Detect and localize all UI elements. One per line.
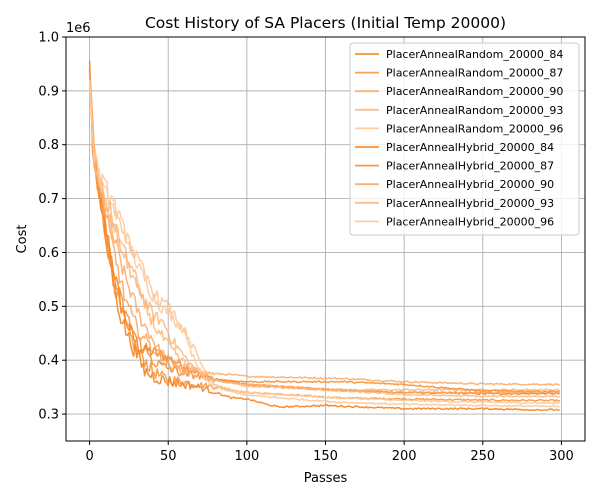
y-tick-label: 0.6	[38, 246, 59, 261]
y-tick-label: 0.9	[38, 84, 59, 99]
x-tick-label: 0	[85, 449, 93, 464]
x-axis-ticks: 0 50 100 150 200 250 300	[85, 441, 574, 464]
x-tick-label: 100	[234, 449, 259, 464]
y-tick-label: 0.8	[38, 138, 59, 153]
y-axis-scale-label: 1e6	[66, 21, 91, 36]
y-tick-label: 1.0	[38, 31, 59, 46]
series-line-7	[88, 71, 560, 393]
legend-entry-8: PlacerAnnealHybrid_20000_90	[386, 178, 554, 191]
legend-entry-2: PlacerAnnealRandom_20000_87	[386, 67, 563, 80]
legend: PlacerAnnealRandom_20000_84 PlacerAnnealR…	[349, 42, 580, 236]
series-lines	[88, 60, 561, 412]
x-tick-label: 200	[392, 449, 417, 464]
y-axis-label: Cost	[15, 225, 30, 254]
series-line-8	[88, 71, 561, 395]
y-axis-ticks: 0.3 0.4 0.5 0.6 0.7 0.8 0.9 1.0	[38, 31, 66, 423]
y-tick-label: 0.3	[38, 408, 59, 423]
series-line-6	[88, 67, 560, 412]
legend-box	[349, 42, 580, 236]
legend-entry-5: PlacerAnnealRandom_20000_96	[386, 122, 563, 135]
x-axis-label: Passes	[304, 471, 348, 486]
legend-entry-9: PlacerAnnealHybrid_20000_93	[386, 197, 554, 210]
x-tick-label: 50	[160, 449, 177, 464]
chart-title: Cost History of SA Placers (Initial Temp…	[145, 14, 506, 32]
y-tick-label: 0.4	[38, 354, 59, 369]
legend-entry-3: PlacerAnnealRandom_20000_90	[386, 85, 563, 98]
x-tick-label: 250	[470, 449, 495, 464]
series-line-3	[88, 71, 560, 386]
y-tick-label: 0.7	[38, 192, 59, 207]
legend-entry-7: PlacerAnnealHybrid_20000_87	[386, 160, 554, 173]
legend-entry-1: PlacerAnnealRandom_20000_84	[386, 48, 563, 61]
x-tick-label: 300	[549, 449, 574, 464]
legend-entry-6: PlacerAnnealHybrid_20000_84	[386, 141, 554, 154]
series-line-10	[88, 79, 560, 408]
legend-entry-4: PlacerAnnealRandom_20000_93	[386, 104, 563, 117]
x-tick-label: 150	[313, 449, 338, 464]
series-line-9	[88, 88, 561, 398]
y-tick-label: 0.5	[38, 300, 59, 315]
legend-entry-10: PlacerAnnealHybrid_20000_96	[386, 215, 554, 228]
